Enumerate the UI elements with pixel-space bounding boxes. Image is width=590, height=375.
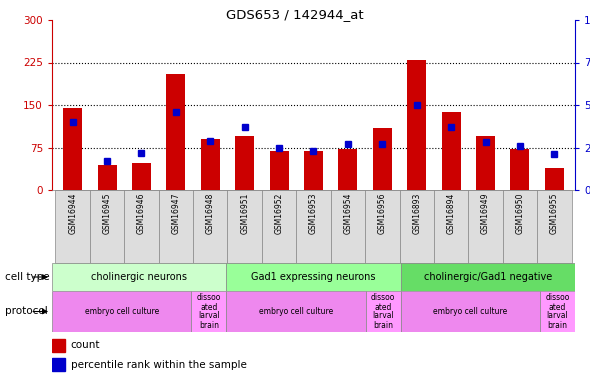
Bar — [401, 291, 540, 332]
Text: GSM16946: GSM16946 — [137, 192, 146, 234]
Bar — [63, 108, 82, 190]
Text: GSM16953: GSM16953 — [309, 192, 318, 234]
Bar — [193, 190, 228, 263]
Text: GSM16951: GSM16951 — [240, 192, 249, 234]
Text: GSM16893: GSM16893 — [412, 192, 421, 234]
Text: GSM16948: GSM16948 — [206, 192, 215, 234]
Bar — [510, 149, 529, 190]
Bar — [227, 291, 366, 332]
Bar — [407, 60, 426, 190]
Bar — [90, 190, 124, 263]
Bar — [201, 139, 219, 190]
Bar — [227, 263, 401, 291]
Text: count: count — [71, 340, 100, 350]
Text: GSM16954: GSM16954 — [343, 192, 352, 234]
Text: embryo cell culture: embryo cell culture — [84, 307, 159, 316]
Text: GSM16947: GSM16947 — [171, 192, 181, 234]
Text: GSM16949: GSM16949 — [481, 192, 490, 234]
Bar — [55, 190, 90, 263]
Bar — [434, 190, 468, 263]
Text: dissoo
ated
larval
brain: dissoo ated larval brain — [371, 294, 395, 330]
Text: GSM16956: GSM16956 — [378, 192, 387, 234]
Bar — [262, 190, 296, 263]
Bar — [52, 263, 227, 291]
Bar — [399, 190, 434, 263]
Text: GSM16955: GSM16955 — [550, 192, 559, 234]
Bar — [339, 149, 358, 190]
Bar — [166, 74, 185, 190]
Bar — [540, 291, 575, 332]
Text: GSM16950: GSM16950 — [516, 192, 525, 234]
Bar — [373, 128, 392, 190]
Text: protocol: protocol — [5, 306, 48, 316]
Bar — [97, 165, 116, 190]
Bar — [537, 190, 572, 263]
Text: Gad1 expressing neurons: Gad1 expressing neurons — [251, 272, 376, 282]
Bar — [270, 152, 289, 190]
Text: embryo cell culture: embryo cell culture — [259, 307, 333, 316]
Text: embryo cell culture: embryo cell culture — [433, 307, 507, 316]
Text: GSM16944: GSM16944 — [68, 192, 77, 234]
Bar — [52, 358, 64, 371]
Text: GSM16945: GSM16945 — [103, 192, 112, 234]
Bar — [132, 163, 151, 190]
Bar — [52, 291, 192, 332]
Bar — [365, 190, 399, 263]
Text: percentile rank within the sample: percentile rank within the sample — [71, 360, 247, 370]
Text: cholinergic neurons: cholinergic neurons — [91, 272, 187, 282]
Bar — [401, 263, 575, 291]
Text: cell type: cell type — [5, 272, 50, 282]
Text: GSM16894: GSM16894 — [447, 192, 455, 234]
Bar — [545, 168, 564, 190]
Bar — [159, 190, 193, 263]
Bar — [192, 291, 227, 332]
Text: dissoo
ated
larval
brain: dissoo ated larval brain — [545, 294, 570, 330]
Text: dissoo
ated
larval
brain: dissoo ated larval brain — [196, 294, 221, 330]
Bar — [235, 136, 254, 190]
Bar — [52, 339, 64, 351]
Text: GDS653 / 142944_at: GDS653 / 142944_at — [226, 8, 364, 21]
Bar — [124, 190, 159, 263]
Bar — [331, 190, 365, 263]
Bar — [476, 136, 495, 190]
Text: cholinergic/Gad1 negative: cholinergic/Gad1 negative — [424, 272, 552, 282]
Bar — [442, 112, 461, 190]
Bar — [503, 190, 537, 263]
Bar — [228, 190, 262, 263]
Bar — [296, 190, 331, 263]
Bar — [304, 152, 323, 190]
Text: GSM16952: GSM16952 — [274, 192, 284, 234]
Bar — [468, 190, 503, 263]
Bar — [366, 291, 401, 332]
